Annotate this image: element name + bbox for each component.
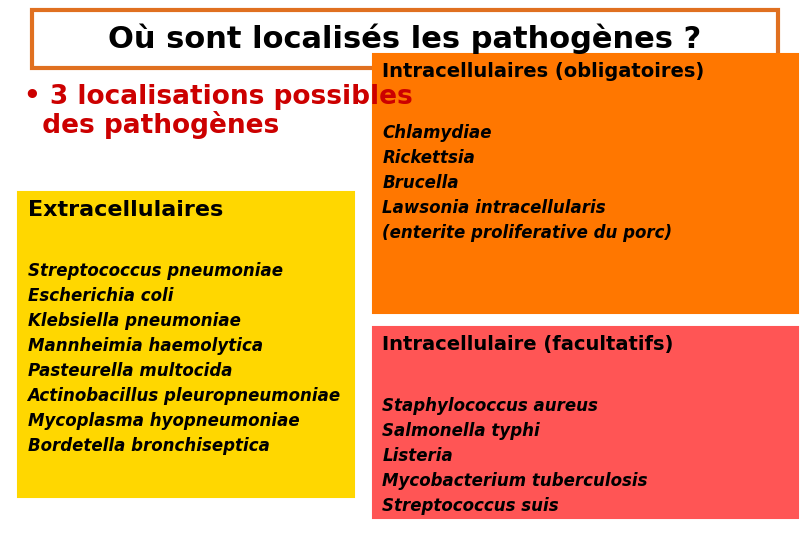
Text: Extracellulaires: Extracellulaires: [28, 200, 223, 220]
Text: Intracellulaires (obligatoires): Intracellulaires (obligatoires): [382, 62, 705, 81]
Bar: [373, 54, 798, 313]
Text: • 3 localisations possibles: • 3 localisations possibles: [24, 84, 413, 110]
Bar: [18, 192, 354, 497]
Text: Intracellulaire (facultatifs): Intracellulaire (facultatifs): [382, 335, 674, 354]
Text: des pathogènes: des pathogènes: [24, 111, 279, 139]
FancyBboxPatch shape: [32, 10, 778, 68]
Text: Chlamydiae
Rickettsia
Brucella
Lawsonia intracellularis
(enterite proliferative : Chlamydiae Rickettsia Brucella Lawsonia …: [382, 124, 672, 242]
Text: Où sont localisés les pathogènes ?: Où sont localisés les pathogènes ?: [109, 23, 701, 53]
Text: Streptococcus pneumoniae
Escherichia coli
Klebsiella pneumoniae
Mannheimia haemo: Streptococcus pneumoniae Escherichia col…: [28, 262, 341, 455]
Bar: [373, 327, 798, 518]
Text: Staphylococcus aureus
Salmonella typhi
Listeria
Mycobacterium tuberculosis
Strep: Staphylococcus aureus Salmonella typhi L…: [382, 397, 648, 515]
